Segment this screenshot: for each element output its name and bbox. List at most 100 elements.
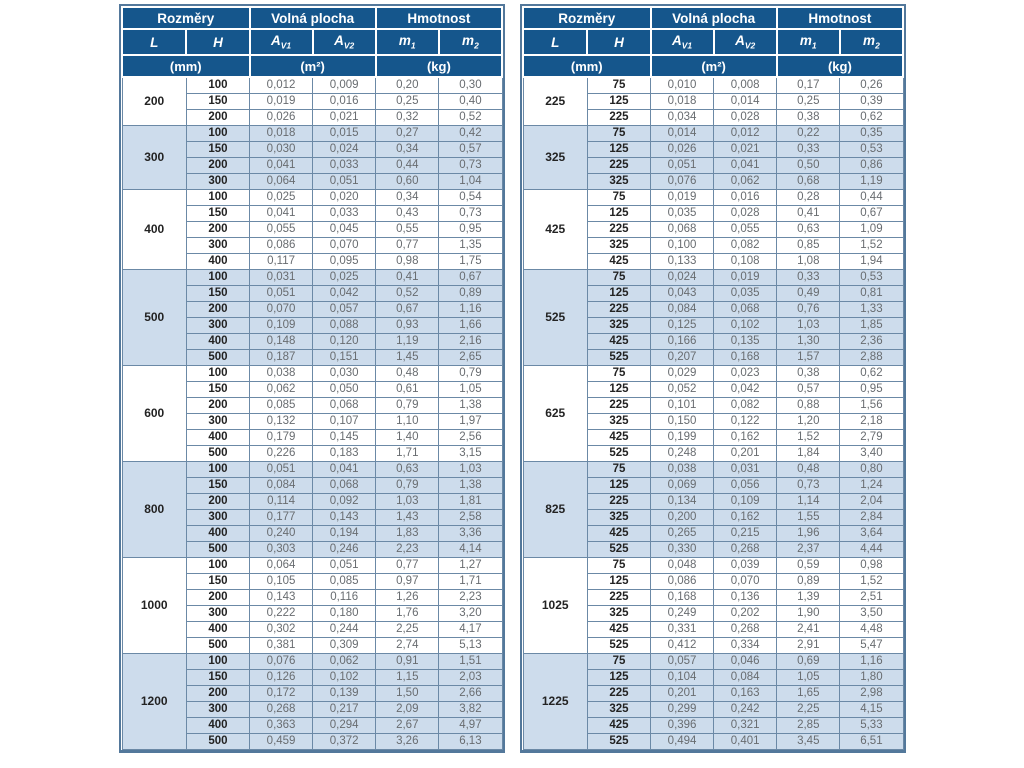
weight-m1-cell: 1,55 xyxy=(776,509,841,526)
free-area-av2-cell: 0,145 xyxy=(312,429,377,446)
col-label-m-text: m xyxy=(799,33,812,49)
free-area-av2-cell: 0,242 xyxy=(713,701,778,718)
free-area-av2-cell: 0,102 xyxy=(713,317,778,334)
weight-m2-cell: 0,67 xyxy=(438,269,503,286)
free-area-av2-cell: 0,095 xyxy=(312,253,377,270)
dimension-H-cell: 200 xyxy=(185,301,251,318)
free-area-av1-cell: 0,101 xyxy=(650,397,715,414)
dimension-H-cell: 500 xyxy=(185,445,251,462)
free-area-av2-cell: 0,082 xyxy=(713,397,778,414)
free-area-av1-cell: 0,168 xyxy=(650,589,715,606)
header-dimensions: Rozměry xyxy=(121,6,251,30)
dimension-H-cell: 75 xyxy=(586,653,652,670)
weight-m1-cell: 3,45 xyxy=(776,733,841,750)
free-area-av1-cell: 0,051 xyxy=(249,285,314,302)
weight-m2-cell: 2,98 xyxy=(839,685,904,702)
free-area-av2-cell: 0,051 xyxy=(312,557,377,574)
weight-m2-cell: 4,48 xyxy=(839,621,904,638)
dimension-H-cell: 500 xyxy=(185,349,251,366)
table-row: 125 0,035 0,028 0,41 0,67 xyxy=(523,205,904,222)
weight-m1-cell: 0,33 xyxy=(776,269,841,286)
free-area-av1-cell: 0,086 xyxy=(650,573,715,590)
free-area-av1-cell: 0,041 xyxy=(249,157,314,174)
table-row: 150 0,030 0,024 0,34 0,57 xyxy=(122,141,503,158)
free-area-av1-cell: 0,084 xyxy=(650,301,715,318)
free-area-av1-cell: 0,143 xyxy=(249,589,314,606)
col-label-v2-sub: V2 xyxy=(343,40,355,51)
free-area-av2-cell: 0,109 xyxy=(713,493,778,510)
dimension-H-cell: 425 xyxy=(586,253,652,270)
table-row: 325 0,125 0,102 1,03 1,85 xyxy=(523,317,904,334)
weight-m2-cell: 5,47 xyxy=(839,637,904,654)
weight-m1-cell: 1,30 xyxy=(776,333,841,350)
weight-m1-cell: 0,34 xyxy=(375,189,440,206)
weight-m2-cell: 1,24 xyxy=(839,477,904,494)
dimension-H-cell: 200 xyxy=(185,685,251,702)
dimension-H-cell: 325 xyxy=(586,509,652,526)
dimension-H-cell: 400 xyxy=(185,621,251,638)
weight-m1-cell: 0,91 xyxy=(375,653,440,670)
free-area-av2-cell: 0,268 xyxy=(713,541,778,558)
table-row: 225 75 0,010 0,008 0,17 0,26 xyxy=(522,76,904,126)
weight-m1-cell: 1,71 xyxy=(375,445,440,462)
table-row: 125 0,026 0,021 0,33 0,53 xyxy=(523,141,904,158)
free-area-av2-cell: 0,050 xyxy=(312,381,377,398)
weight-m1-cell: 0,32 xyxy=(375,109,440,126)
free-area-av2-cell: 0,108 xyxy=(713,253,778,270)
unit-kg: (kg) xyxy=(775,54,905,78)
weight-m2-cell: 3,82 xyxy=(438,701,503,718)
free-area-av2-cell: 0,107 xyxy=(312,413,377,430)
dimension-H-cell: 225 xyxy=(586,685,652,702)
dimension-H-cell: 300 xyxy=(185,509,251,526)
dimension-H-cell: 150 xyxy=(185,477,251,494)
table-row: 300 0,222 0,180 1,76 3,20 xyxy=(122,605,503,622)
free-area-av2-cell: 0,294 xyxy=(312,717,377,734)
dimension-H-cell: 125 xyxy=(586,141,652,158)
free-area-av2-cell: 0,334 xyxy=(713,637,778,654)
weight-m2-cell: 2,16 xyxy=(438,333,503,350)
table-row: 500 0,187 0,151 1,45 2,65 xyxy=(122,349,503,366)
weight-m1-cell: 1,45 xyxy=(375,349,440,366)
table-header: Rozměry Volná plocha Hmotnost L H AV1 AV… xyxy=(521,6,905,78)
weight-m2-cell: 3,20 xyxy=(438,605,503,622)
free-area-av1-cell: 0,330 xyxy=(650,541,715,558)
free-area-av1-cell: 0,070 xyxy=(249,301,314,318)
dimension-L-cell: 500 xyxy=(121,269,187,366)
free-area-av2-cell: 0,085 xyxy=(312,573,377,590)
col-label-m-text: m xyxy=(398,33,411,49)
dimension-H-cell: 150 xyxy=(185,573,251,590)
table-row: 150 0,126 0,102 1,15 2,03 xyxy=(122,669,503,686)
weight-m2-cell: 4,97 xyxy=(438,717,503,734)
free-area-av2-cell: 0,008 xyxy=(713,76,778,94)
weight-m1-cell: 1,52 xyxy=(776,429,841,446)
free-area-av2-cell: 0,135 xyxy=(713,333,778,350)
dimension-H-cell: 75 xyxy=(586,189,652,206)
free-area-av1-cell: 0,331 xyxy=(650,621,715,638)
dimension-H-cell: 325 xyxy=(586,605,652,622)
table-row: 300 0,064 0,051 0,60 1,04 xyxy=(122,173,503,190)
dimension-H-cell: 100 xyxy=(185,461,251,478)
free-area-av1-cell: 0,026 xyxy=(249,109,314,126)
free-area-av1-cell: 0,412 xyxy=(650,637,715,654)
free-area-av1-cell: 0,114 xyxy=(249,493,314,510)
dimension-H-cell: 300 xyxy=(185,317,251,334)
table-row: 200 0,085 0,068 0,79 1,38 xyxy=(122,397,503,414)
table-row: 400 0,179 0,145 1,40 2,56 xyxy=(122,429,503,446)
weight-m1-cell: 0,43 xyxy=(375,205,440,222)
weight-m1-cell: 0,77 xyxy=(375,557,440,574)
weight-m2-cell: 0,42 xyxy=(438,125,503,142)
dimension-H-cell: 225 xyxy=(586,493,652,510)
dimension-H-cell: 425 xyxy=(586,333,652,350)
weight-m2-cell: 0,67 xyxy=(839,205,904,222)
free-area-av1-cell: 0,302 xyxy=(249,621,314,638)
weight-m1-cell: 1,43 xyxy=(375,509,440,526)
free-area-av1-cell: 0,064 xyxy=(249,557,314,574)
free-area-av2-cell: 0,321 xyxy=(713,717,778,734)
weight-m1-cell: 2,25 xyxy=(776,701,841,718)
weight-m1-cell: 1,96 xyxy=(776,525,841,542)
table-body: 200 100 0,012 0,009 0,20 0,30 150 0,019 0,016 0,2… xyxy=(121,76,503,750)
dimension-H-cell: 125 xyxy=(586,93,652,110)
weight-m1-cell: 1,08 xyxy=(776,253,841,270)
table-row: 325 75 0,014 0,012 0,22 0,35 xyxy=(522,125,904,190)
